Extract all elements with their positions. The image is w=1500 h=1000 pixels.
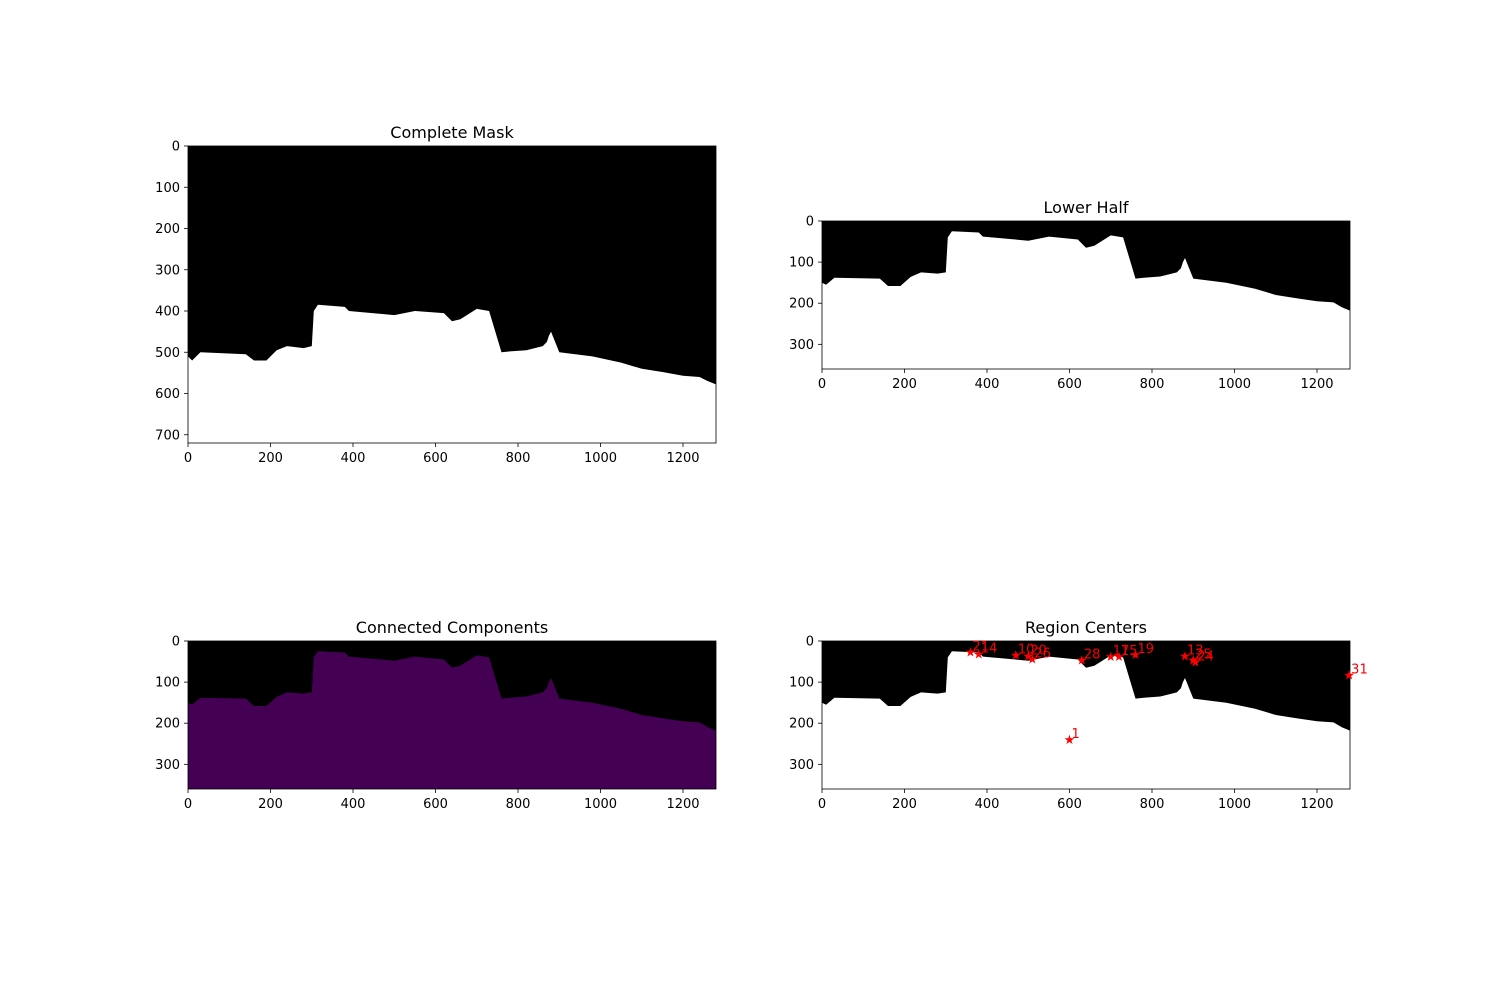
region-center-marker: ★ (973, 647, 985, 662)
region-center-marker: ★ (1064, 733, 1076, 748)
x-tick-label: 800 (1140, 797, 1165, 812)
region-center-marker: ★ (1187, 654, 1199, 669)
panel-complete-mask: Complete Mask 0 200 400 600 800 1000 1200 0 100 20… (155, 123, 717, 466)
panel-lower-half: Lower Half 0 200 400 600 800 1000 1200 0 100 200 30… (789, 198, 1351, 392)
x-tick-label: 800 (1140, 377, 1165, 392)
x-tick-label: 0 (184, 797, 192, 812)
x-tick-label: 0 (818, 797, 826, 812)
region-center-label: 25 (1195, 648, 1212, 663)
x-tick-label: 200 (258, 451, 283, 466)
region-center-marker: ★ (1022, 649, 1034, 664)
y-tick-label: 700 (155, 428, 180, 443)
x-tick-label: 800 (506, 451, 531, 466)
x-tick-label: 200 (892, 797, 917, 812)
y-tick-label: 200 (789, 297, 814, 312)
region-center-label: 1 (1072, 727, 1080, 742)
y-tick-label: 300 (155, 758, 180, 773)
x-tick-label: 1200 (1300, 797, 1333, 812)
y-tick-label: 400 (155, 305, 180, 320)
axes-frame (821, 640, 1351, 790)
x-tick-label: 1000 (1218, 377, 1251, 392)
x-tick-label: 0 (184, 451, 192, 466)
mask-image (188, 641, 716, 789)
axes-frame (821, 220, 1351, 370)
region-center-label: 14 (981, 641, 998, 656)
y-tick-label: 200 (155, 222, 180, 237)
region-center-marker: ★ (1027, 652, 1039, 667)
panel-title: Region Centers (1025, 618, 1147, 637)
y-tick-label: 100 (789, 256, 814, 271)
mask-image (822, 221, 1350, 369)
mask-foreground-region (188, 651, 716, 789)
region-center-label: 17 (1113, 644, 1130, 659)
mask-foreground-region (822, 231, 1350, 369)
region-center-label: 21 (973, 639, 990, 654)
region-center-label: 20 (1030, 643, 1047, 658)
y-tick-label: 200 (155, 717, 180, 732)
region-center-marker: ★ (1130, 648, 1142, 663)
x-tick-label: 600 (1057, 377, 1082, 392)
mask-image (188, 146, 716, 443)
y-tick-label: 300 (789, 758, 814, 773)
region-center-marker: ★ (1179, 649, 1191, 664)
y-tick-label: 500 (155, 346, 180, 361)
mask-foreground-region (822, 651, 1350, 789)
y-tick-label: 0 (806, 215, 814, 230)
y-tick-label: 100 (155, 181, 180, 196)
x-tick-label: 600 (1057, 797, 1082, 812)
x-tick-label: 1200 (666, 797, 699, 812)
region-center-marker: ★ (965, 645, 977, 660)
region-center-label: 13 (1187, 643, 1204, 658)
x-tick-label: 200 (892, 377, 917, 392)
region-center-label: 15 (1121, 644, 1138, 659)
y-tick-label: 0 (172, 140, 180, 155)
y-tick-label: 100 (155, 676, 180, 691)
region-center-label: 28 (1084, 648, 1101, 663)
x-tick-label: 400 (341, 797, 366, 812)
region-center-label: 31 (1351, 663, 1368, 678)
axes-frame (187, 640, 717, 790)
x-tick-label: 0 (818, 377, 826, 392)
panel-title: Complete Mask (390, 123, 514, 142)
mask-foreground-region (188, 304, 716, 443)
panel-title: Lower Half (1044, 198, 1129, 217)
y-tick-label: 0 (172, 635, 180, 650)
region-center-label: 10 (1018, 643, 1035, 658)
x-tick-label: 400 (975, 797, 1000, 812)
x-tick-label: 1200 (1300, 377, 1333, 392)
x-tick-label: 1200 (666, 451, 699, 466)
region-center-marker: ★ (1105, 650, 1117, 665)
region-center-marker: ★ (1010, 649, 1022, 664)
x-tick-label: 400 (975, 377, 1000, 392)
region-center-marker: ★ (1113, 650, 1125, 665)
x-tick-label: 1000 (584, 797, 617, 812)
region-center-label: 24 (1197, 650, 1214, 665)
panel-title: Connected Components (356, 618, 548, 637)
axes-frame (187, 145, 717, 444)
x-tick-label: 400 (341, 451, 366, 466)
region-center-label: 26 (1034, 646, 1051, 661)
x-tick-label: 1000 (584, 451, 617, 466)
y-tick-label: 100 (789, 676, 814, 691)
y-tick-label: 600 (155, 387, 180, 402)
x-tick-label: 200 (258, 797, 283, 812)
region-center-marker: ★ (1343, 669, 1355, 684)
x-tick-label: 1000 (1218, 797, 1251, 812)
region-center-label: 19 (1138, 642, 1155, 657)
x-tick-label: 800 (506, 797, 531, 812)
region-center-marker: ★ (1189, 656, 1201, 671)
y-tick-label: 300 (155, 263, 180, 278)
y-tick-label: 0 (806, 635, 814, 650)
x-tick-label: 600 (423, 451, 448, 466)
y-tick-label: 200 (789, 717, 814, 732)
x-tick-label: 600 (423, 797, 448, 812)
region-center-marker: ★ (1076, 654, 1088, 669)
y-tick-label: 300 (789, 338, 814, 353)
mask-image (822, 641, 1350, 789)
